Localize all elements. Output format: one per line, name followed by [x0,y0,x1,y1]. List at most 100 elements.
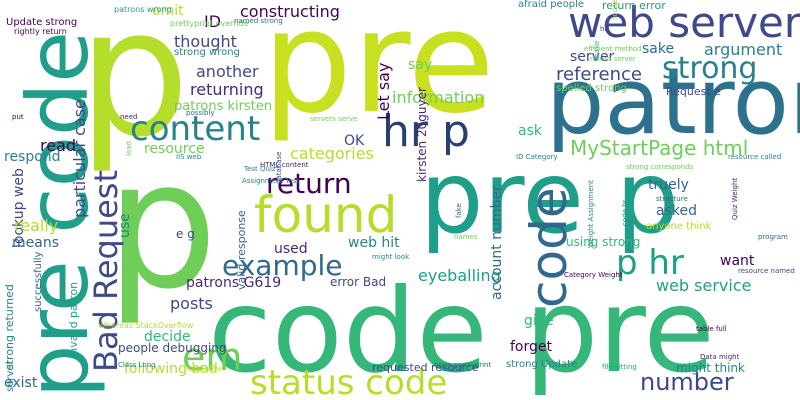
word: thought [174,32,237,51]
word: Data might [700,353,740,361]
word: hit [600,25,610,33]
word: people debugging [118,341,227,355]
word: pre p [420,139,680,256]
word: pre [262,0,495,145]
word: patron [546,48,800,155]
word: kirsten 20guyer [415,87,429,182]
word: omit [152,3,184,19]
word: exist [4,375,38,391]
word: table full [696,325,727,333]
word: forget [510,339,552,355]
word: strong corresponds [626,163,694,171]
word: OK [344,133,365,149]
word: records [440,365,467,373]
word: truely [648,177,689,193]
word: asked [656,203,697,219]
word: database [275,151,283,184]
word: patrons wrong [114,5,172,14]
word: might think [676,361,745,375]
word: afraid people [518,0,585,10]
word: successfully [33,251,44,312]
word: really [14,216,59,235]
word: em [182,335,243,379]
word: e g [176,227,195,241]
word: need [120,113,138,121]
word: ID [204,12,222,31]
word: reference [556,64,642,85]
word: rightly return [14,27,67,36]
word: server [570,49,615,65]
word: want [720,253,755,269]
word: strong [662,51,758,86]
word: MyStartPage html [570,136,749,160]
word: content [130,109,261,149]
word: efficient method [584,45,642,53]
word: use [117,213,133,238]
word: particular case [70,99,89,218]
word: read [40,136,77,155]
word: put [12,113,24,121]
word: Let say [374,62,393,120]
word: patrons kirsten [174,99,273,114]
word: another [196,62,259,81]
word: ask [518,123,542,139]
word: anyone think [646,221,712,232]
word: Quiz Weight [731,177,739,220]
word: web hit [348,235,400,251]
word: structure [656,195,688,203]
word: possibly [186,109,215,117]
word: HTML content [260,161,309,169]
word: resource named [738,267,795,275]
word: Weight Assignment [587,180,595,248]
word: hard drive [186,365,222,373]
word: web service [656,276,752,295]
word: ID Category [516,153,558,161]
word: used [274,241,308,257]
word: return [266,167,352,200]
word: patrons G619 [186,275,282,291]
word: might look [372,253,410,261]
word: make [593,40,601,60]
word: status code [250,363,448,400]
word: account number [489,185,505,300]
word: decide [144,329,191,345]
word: code pre [208,264,715,399]
word: Assignment Test [242,177,300,185]
word: returning [190,80,264,99]
word: found [254,186,398,244]
word: sake [642,41,675,57]
word: argument [704,40,783,59]
word: Test Quiz [244,165,276,173]
word: return server [590,55,636,63]
word: Category Weight [564,271,623,279]
word: return error [602,0,666,12]
word: servers serve [310,115,358,123]
word: strong wrong [174,47,240,58]
word: p [106,123,218,328]
word: web server [568,0,800,47]
word: error Bad [330,275,387,289]
word: say [408,57,433,73]
word: resource called [728,153,782,161]
word: file sitting [602,363,637,371]
word: scope [611,0,619,20]
word: fake [455,203,463,218]
word: respond [4,149,61,165]
word: spelled strong [556,83,627,94]
word: Whereas StackOverflow [98,321,194,330]
word: hr p [382,106,470,157]
word: strong returned [3,284,16,370]
word: Request e [666,85,721,98]
word: Class Long [118,361,156,369]
word: information [392,88,485,107]
word: following bad [124,361,218,377]
word: resource [144,141,205,157]
word: number [640,368,734,396]
word: means [12,235,59,251]
word: p hr [616,243,684,283]
word: example [222,249,343,282]
word: none prettyprint [434,361,492,369]
word: give [524,313,554,329]
word: code hr [621,199,629,226]
word: valid response [235,210,248,290]
